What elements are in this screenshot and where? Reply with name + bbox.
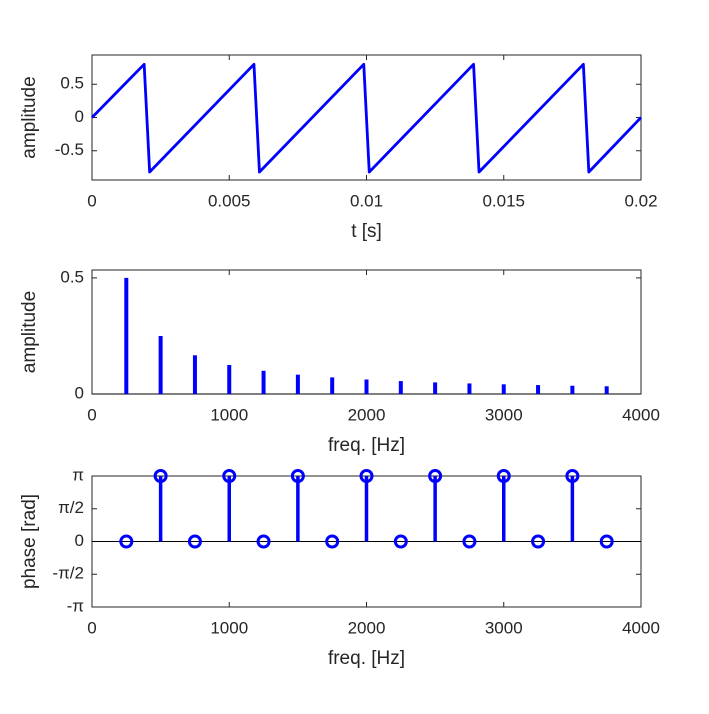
stem-marker [359, 469, 374, 483]
x-tick-label: 0.015 [482, 191, 525, 210]
stem-marker [496, 469, 511, 483]
y-axis-label: phase [rad] [19, 494, 40, 589]
x-tick-label: 0 [87, 191, 96, 210]
stem-marker [565, 469, 580, 483]
x-axis-label: freq. [Hz] [328, 435, 405, 456]
y-tick-label: π/2 [58, 498, 84, 517]
x-tick-label: 0 [87, 405, 96, 424]
x-tick-label: 1000 [210, 618, 248, 637]
x-tick-label: 4000 [622, 618, 660, 637]
stem-marker [393, 534, 408, 549]
y-tick-label: -π [67, 596, 84, 615]
x-tick-label: 1000 [210, 405, 248, 424]
x-tick-label: 2000 [348, 405, 386, 424]
y-tick-label: -π/2 [52, 564, 84, 583]
y-tick-label: 0 [75, 107, 84, 126]
stem-marker [599, 534, 614, 549]
stem-marker [462, 534, 477, 549]
y-tick-label: 0 [75, 383, 84, 402]
x-tick-label: 4000 [622, 405, 660, 424]
x-tick-label: 0.01 [350, 191, 383, 210]
stem-marker [187, 534, 202, 549]
stem-marker [222, 469, 237, 483]
signal-line [91, 62, 643, 174]
x-axis-label: t [s] [351, 221, 382, 242]
stem-marker [531, 534, 546, 549]
y-axis-label: amplitude [19, 76, 40, 158]
y-tick-label: 0.5 [60, 74, 84, 93]
x-tick-label: 0.005 [208, 191, 251, 210]
y-tick-label: π [72, 465, 84, 484]
x-tick-label: 0.02 [624, 191, 657, 210]
x-tick-label: 2000 [348, 618, 386, 637]
stem-marker [428, 469, 443, 483]
stem-marker [325, 534, 340, 549]
plot-area [91, 269, 642, 395]
y-tick-label: 0 [75, 531, 84, 550]
stem-marker [290, 469, 305, 483]
x-tick-label: 0 [87, 618, 96, 637]
stem-marker [119, 534, 134, 549]
stem-marker [153, 469, 168, 483]
y-axis-label: amplitude [19, 291, 40, 373]
x-tick-label: 3000 [485, 405, 523, 424]
stem-marker [256, 534, 271, 549]
x-tick-label: 3000 [485, 618, 523, 637]
y-tick-label: 0.5 [60, 267, 84, 286]
x-axis-label: freq. [Hz] [328, 648, 405, 669]
y-tick-label: -0.5 [55, 140, 84, 159]
